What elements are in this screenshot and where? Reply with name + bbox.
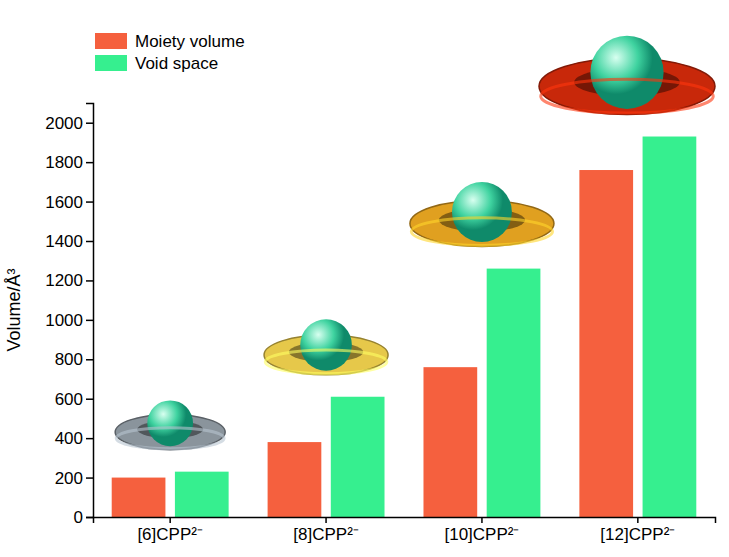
y-tick-label: 1200: [45, 271, 83, 290]
legend: Moiety volume Void space: [95, 32, 245, 73]
x-tick: [6]CPP²⁻: [137, 517, 203, 544]
y-tick: 0: [74, 508, 93, 527]
decorations: [115, 36, 715, 450]
bar: [268, 442, 322, 517]
x-tick: [12]CPP²⁻: [600, 517, 675, 544]
y-tick-label: 600: [55, 390, 83, 409]
y-tick-mark: [86, 201, 93, 203]
legend-label: Void space: [135, 54, 218, 73]
x-tick-mark: [481, 517, 483, 523]
x-tick-mark: [637, 517, 639, 523]
x-axis: [6]CPP²⁻ [8]CPP²⁻ [10]CPP²⁻ [12]CPP²⁻: [94, 517, 716, 544]
bars: [112, 137, 697, 517]
y-tick-label: 400: [55, 429, 83, 448]
x-axis-line: [94, 518, 716, 524]
y-tick: 1200: [45, 271, 93, 290]
bar: [579, 170, 633, 517]
y-tick: 1800: [45, 153, 93, 172]
y-tick: 400: [55, 429, 93, 448]
x-tick-label: [12]CPP²⁻: [600, 525, 675, 544]
sphere: [147, 400, 193, 446]
y-tick-label: 0: [74, 508, 83, 527]
y-tick-label: 1400: [45, 232, 83, 251]
bar: [112, 478, 166, 517]
x-tick-label: [8]CPP²⁻: [293, 525, 359, 544]
y-tick-mark: [86, 517, 93, 519]
x-tick-label: [10]CPP²⁻: [444, 525, 519, 544]
y-tick-mark: [86, 320, 93, 322]
legend-item: Void space: [95, 54, 218, 73]
y-axis: 0 200 400 600 800 1000 1200 1400 1600 1800 2000: [45, 104, 93, 527]
bar: [643, 137, 697, 517]
x-tick: [8]CPP²⁻: [293, 517, 359, 544]
y-tick-mark: [86, 162, 93, 164]
y-tick: 1400: [45, 232, 93, 251]
y-tick: 800: [55, 350, 93, 369]
y-tick-mark: [86, 438, 93, 440]
x-tick-mark: [169, 517, 171, 523]
bar: [331, 397, 385, 517]
y-tick-label: 200: [55, 469, 83, 488]
y-tick: 1600: [45, 193, 93, 212]
y-tick-label: 1800: [45, 153, 83, 172]
y-tick-mark: [86, 280, 93, 282]
y-tick-label: 1000: [45, 311, 83, 330]
y-tick: 200: [55, 469, 93, 488]
legend-label: Moiety volume: [135, 32, 245, 51]
y-tick-mark: [86, 359, 93, 361]
bar: [423, 367, 477, 517]
x-tick-label: [6]CPP²⁻: [137, 525, 203, 544]
torus-decoration: [264, 319, 388, 375]
y-tick-mark: [86, 122, 93, 124]
plot: 0 200 400 600 800 1000 1200 1400 1600 1800 2000 [6]…: [45, 36, 715, 544]
y-tick-label: 800: [55, 350, 83, 369]
bar: [175, 472, 229, 517]
sphere: [590, 36, 663, 109]
torus-decoration: [410, 182, 554, 247]
y-tick-label: 1600: [45, 193, 83, 212]
torus-highlight: [265, 350, 387, 374]
torus-decoration: [115, 400, 225, 449]
chart: 0 200 400 600 800 1000 1200 1400 1600 1800 2000 [6]…: [0, 0, 729, 557]
y-tick: 1000: [45, 311, 93, 330]
bar: [487, 269, 541, 517]
x-tick: [10]CPP²⁻: [444, 517, 519, 544]
y-tick-label: 2000: [45, 114, 83, 133]
y-tick-mark: [86, 477, 93, 479]
sphere: [452, 182, 512, 242]
torus-highlight: [541, 79, 713, 113]
torus-highlight: [411, 218, 552, 246]
y-axis-line: [86, 104, 94, 518]
y-tick-mark: [86, 398, 93, 400]
y-tick: 2000: [45, 114, 93, 133]
x-tick-mark: [325, 517, 327, 523]
y-tick: 600: [55, 390, 93, 409]
legend-swatch: [95, 55, 127, 71]
y-tick-mark: [86, 241, 93, 243]
torus-decoration: [539, 36, 715, 115]
torus-highlight: [116, 428, 224, 449]
legend-swatch: [95, 33, 127, 49]
y-axis-title: Volume/Å³: [4, 268, 24, 351]
sphere: [300, 319, 352, 371]
legend-item: Moiety volume: [95, 32, 245, 51]
